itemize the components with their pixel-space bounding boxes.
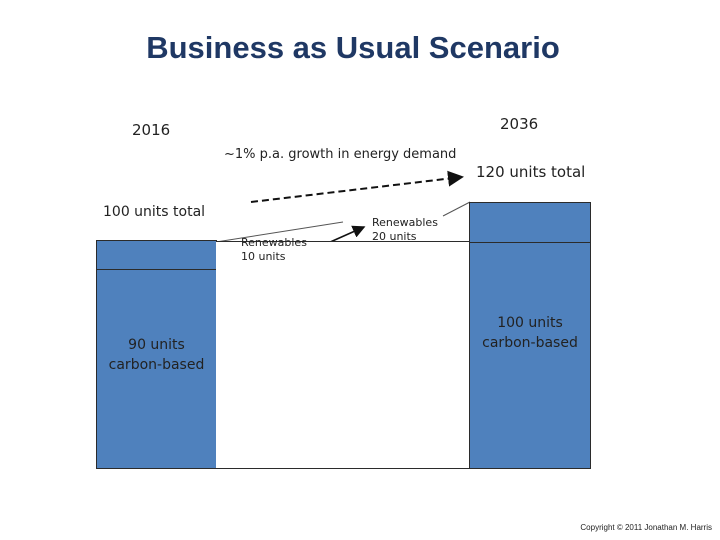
renewables-arrow <box>327 225 366 244</box>
renewables-2016-label: Renewables 10 units <box>241 236 307 264</box>
year-2036-label: 2036 <box>500 115 539 133</box>
page-title: Business as Usual Scenario <box>146 30 560 65</box>
renewables-2036-line1: Renewables <box>372 216 438 229</box>
renewables-2016-line1: Renewables <box>241 236 307 249</box>
left-total-label: 100 units total <box>103 204 206 220</box>
top-connector-left <box>215 221 344 243</box>
right-total-label: 120 units total <box>476 163 586 181</box>
right-carbon-bar <box>469 242 591 469</box>
renewables-2016-line2: 10 units <box>241 250 286 263</box>
top-connector-right <box>442 201 471 217</box>
right-carbon-label-line1: 100 units <box>497 315 563 331</box>
year-2016-label: 2016 <box>132 121 171 139</box>
left-carbon-label-line2: carbon-based <box>108 357 205 373</box>
left-carbon-label-line1: 90 units <box>128 337 185 353</box>
right-renewables-bar <box>469 202 591 243</box>
growth-white-area <box>216 241 470 469</box>
left-carbon-bar <box>96 269 217 469</box>
growth-arrow <box>250 170 464 203</box>
renewables-2036-line2: 20 units <box>372 230 417 243</box>
right-carbon-label: 100 units carbon-based <box>469 313 591 353</box>
copyright-notice: Copyright © 2011 Jonathan M. Harris <box>580 523 712 532</box>
growth-label: ~1% p.a. growth in energy demand <box>224 147 457 162</box>
renewables-2036-label: Renewables 20 units <box>372 216 438 244</box>
left-carbon-label: 90 units carbon-based <box>96 335 217 375</box>
left-renewables-bar <box>96 240 217 270</box>
right-carbon-label-line2: carbon-based <box>482 335 578 351</box>
